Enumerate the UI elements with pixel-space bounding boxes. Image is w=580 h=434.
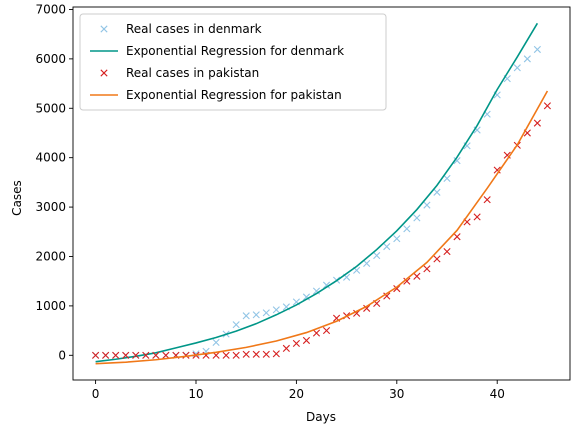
data-point [543,102,551,110]
data-point [132,351,140,359]
data-point [292,339,300,348]
data-point [302,336,311,345]
data-point [212,338,220,347]
data-point [493,166,501,174]
data-point [262,309,270,317]
data-point [262,350,270,358]
data-point [152,351,160,359]
data-point [142,351,150,359]
data-point [312,287,321,295]
legend: Real cases in denmark Exponential Regress… [79,13,387,111]
x-tick-label: 10 [188,387,203,401]
legend-item: Exponential Regression for denmark [90,44,344,58]
data-point [453,233,461,241]
legend-marker-swatch [100,69,108,77]
data-point [413,214,421,222]
data-point [122,351,130,359]
data-point [513,64,521,72]
y-axis: 0 1000 2000 3000 4000 5000 6000 7000 [35,2,73,362]
data-point [473,213,481,221]
data-point [383,292,391,300]
legend-label: Exponential Regression for denmark [126,44,344,58]
y-tick-label: 4000 [35,151,66,165]
data-point [232,351,240,359]
data-point [373,251,381,260]
data-point [363,304,371,312]
x-axis-label: Days [306,410,336,424]
legend-label: Exponential Regression for pakistan [126,88,342,102]
y-tick-label: 3000 [35,200,66,214]
data-point [533,45,541,54]
series-line [95,22,539,363]
data-point [523,55,531,63]
legend-marker-swatch [100,25,108,33]
legend-item: Exponential Regression for pakistan [90,88,342,102]
legend-label: Real cases in denmark [126,22,262,36]
legend-label: Real cases in pakistan [126,66,259,80]
data-point [393,235,401,243]
data-point [222,351,230,359]
y-tick-label: 2000 [35,249,66,263]
series-2 [92,102,551,359]
data-point [403,277,411,285]
x-tick-label: 20 [289,387,304,401]
data-point [252,350,260,358]
data-point [533,119,541,127]
data-point [413,272,421,280]
series-1 [95,22,539,363]
plot-frame [72,6,571,381]
data-point [312,329,321,337]
data-point [282,344,290,352]
data-point [242,312,250,320]
data-point [102,351,110,359]
series-3 [95,90,549,365]
data-point [453,157,461,165]
legend-box [79,13,387,111]
data-point [423,265,431,273]
data-point [242,350,250,358]
plot-area [72,6,571,381]
y-tick-label: 6000 [35,52,66,66]
legend-item: Real cases in denmark [100,22,262,36]
data-point [232,321,240,329]
y-tick-label: 1000 [35,299,66,313]
data-point [112,351,120,359]
data-point [272,306,280,314]
data-point [162,351,170,359]
data-point [383,243,391,251]
data-point [92,351,100,359]
x-tick-label: 40 [490,387,505,401]
y-axis-label: Cases [10,180,24,216]
legend-item: Real cases in pakistan [100,66,259,80]
data-point [443,247,451,256]
x-tick-label: 0 [92,387,100,401]
data-point [433,188,441,196]
data-point [272,350,280,358]
data-point [322,281,331,289]
y-tick-label: 7000 [35,2,66,16]
data-point [252,311,260,319]
data-point [403,225,411,233]
data-point [302,293,311,301]
data-point [433,255,441,263]
data-point [182,351,190,359]
data-point [423,201,431,209]
x-tick-label: 30 [389,387,404,401]
series-line [95,90,549,365]
data-point [353,309,361,317]
data-point [322,327,331,335]
y-tick-label: 0 [58,348,66,362]
data-point [393,285,401,293]
data-point [443,174,451,183]
y-tick-label: 5000 [35,101,66,115]
x-axis: 0 10 20 30 40 [92,380,505,401]
data-point [483,196,491,204]
data-point [363,259,371,267]
